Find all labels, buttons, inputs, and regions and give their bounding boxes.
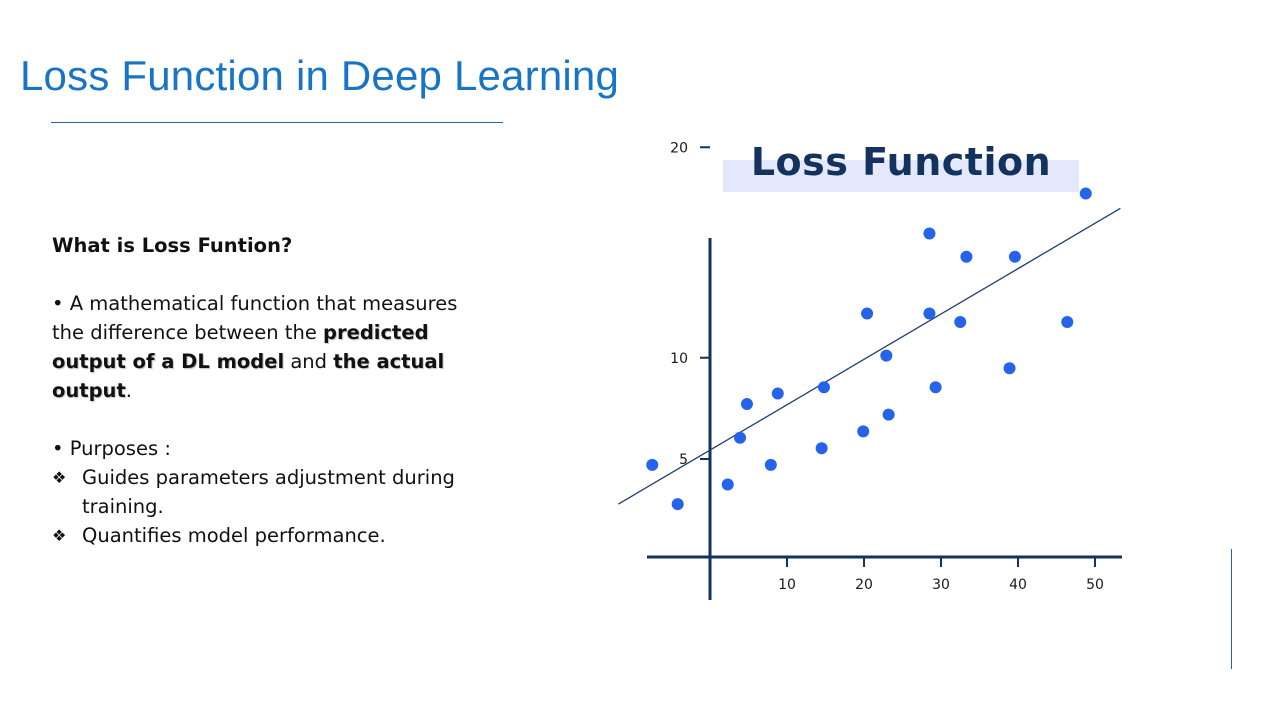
data-point [771,387,784,400]
y-tick-label: 20 [670,140,688,156]
diamond-bullet-icon: ❖ [52,468,67,487]
data-point [764,458,777,471]
data-point [1061,315,1074,328]
x-tick-label: 10 [778,577,796,593]
data-point [923,227,936,240]
highlight-predicted-output: predicted output of a DL model [52,321,429,373]
x-tick-label: 20 [855,577,873,593]
definition-text-1: A mathematical function that measures th… [52,292,458,344]
data-point [1008,250,1021,263]
y-tick-label: 5 [679,452,688,468]
definition-text-2: and [284,350,334,373]
definition-text-3: . [125,379,132,402]
text-panel: What is Loss Funtion? • A mathematical f… [52,231,482,550]
definition-bullet: • [52,292,64,315]
purposes-label: • Purposes : [52,437,171,460]
data-point [817,381,830,394]
definition-paragraph: • A mathematical function that measures … [52,289,482,405]
data-point [861,307,874,320]
data-point [882,408,895,421]
x-tick-label: 40 [1009,577,1027,593]
data-point [734,431,747,444]
right-edge-divider [1231,549,1232,669]
purposes-list: ❖ Guides parameters adjustment during tr… [52,463,482,550]
chart-title: Loss Function [750,140,1052,184]
data-point [721,478,734,491]
data-point [740,398,753,411]
scatter-plot: 5 10 20 10 20 30 40 50 [618,140,1122,600]
purpose-text: Guides parameters adjustment during trai… [82,466,455,518]
x-tick-label: 30 [932,577,950,593]
data-point [857,425,870,438]
loss-function-chart: Loss Function 5 10 20 10 20 30 40 50 [600,130,1140,610]
data-point [880,349,893,362]
title-divider [51,122,503,123]
purpose-text: Quantifies model performance. [82,524,386,547]
data-point [646,458,659,471]
highlight-actual-output: the actual output [52,350,445,402]
data-point [954,315,967,328]
list-item: ❖ Quantifies model performance. [52,521,482,550]
slide-title: Loss Function in Deep Learning [20,52,620,99]
data-point [960,250,973,263]
data-point [1003,362,1016,375]
data-point [929,381,942,394]
trend-line [618,207,1121,505]
diamond-bullet-icon: ❖ [52,526,67,545]
data-point [815,442,828,455]
data-point [671,498,684,511]
data-point [923,307,936,320]
data-point [1079,187,1092,200]
x-tick-label: 50 [1086,577,1104,593]
y-tick-label: 10 [670,351,688,367]
section-heading: What is Loss Funtion? [52,234,293,257]
chart-title-highlight [723,160,1079,192]
list-item: ❖ Guides parameters adjustment during tr… [52,463,482,521]
